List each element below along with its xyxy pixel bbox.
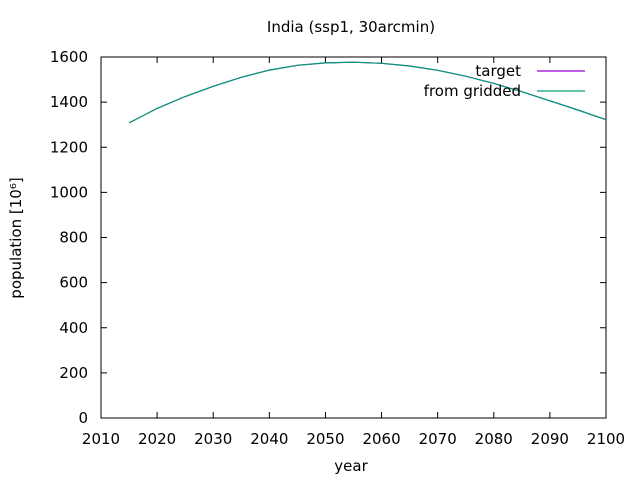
x-tick-label: 2020 <box>138 430 176 448</box>
y-tick-label: 600 <box>59 274 88 292</box>
x-tick-label: 2010 <box>82 430 120 448</box>
chart-title: India (ssp1, 30arcmin) <box>267 18 435 36</box>
y-axis: 0 200 400 600 800 1000 1200 1400 1600 <box>50 48 606 427</box>
y-tick-label: 400 <box>59 319 88 337</box>
x-tick-label: 2050 <box>306 430 344 448</box>
y-tick-label: 1400 <box>50 93 88 111</box>
series-lines <box>128 61 607 124</box>
plot-border <box>100 56 607 419</box>
x-tick-label: 2090 <box>531 430 569 448</box>
x-tick-label: 2070 <box>419 430 457 448</box>
legend-label-1: from gridded <box>424 82 521 100</box>
x-tick-label: 2080 <box>475 430 513 448</box>
x-tick-label: 2040 <box>250 430 288 448</box>
plot-area <box>100 56 607 419</box>
x-tick-label: 2030 <box>194 430 232 448</box>
x-axis: 2010 2020 2030 2040 2050 2060 2070 2080 2090 2100 <box>82 57 625 448</box>
series-line-1 <box>128 61 607 124</box>
y-tick-label: 1600 <box>50 48 88 66</box>
legend: target from gridded <box>424 62 585 100</box>
legend-label-0: target <box>475 62 521 80</box>
y-axis-label: population [10⁶] <box>7 177 25 298</box>
y-tick-label: 1000 <box>50 183 88 201</box>
x-tick-label: 2060 <box>362 430 400 448</box>
series-line-0 <box>128 61 607 124</box>
y-tick-label: 1200 <box>50 138 88 156</box>
x-axis-label: year <box>334 457 368 475</box>
y-tick-label: 800 <box>59 229 88 247</box>
y-tick-label: 0 <box>78 409 88 427</box>
x-tick-label: 2100 <box>587 430 625 448</box>
y-tick-label: 200 <box>59 364 88 382</box>
